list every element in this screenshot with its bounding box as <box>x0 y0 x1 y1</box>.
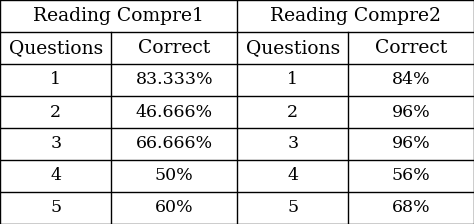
Text: 2: 2 <box>50 103 61 121</box>
Text: Reading Compre1: Reading Compre1 <box>33 7 204 25</box>
Text: 96%: 96% <box>392 103 430 121</box>
Text: 46.666%: 46.666% <box>136 103 213 121</box>
Text: 3: 3 <box>50 136 61 153</box>
Text: 3: 3 <box>287 136 298 153</box>
Text: 5: 5 <box>50 200 61 217</box>
Text: Correct: Correct <box>138 39 210 57</box>
Text: 84%: 84% <box>392 71 430 88</box>
Text: Reading Compre2: Reading Compre2 <box>270 7 441 25</box>
Text: 66.666%: 66.666% <box>136 136 213 153</box>
Text: 4: 4 <box>50 168 61 185</box>
Text: 50%: 50% <box>155 168 193 185</box>
Text: Questions: Questions <box>9 39 103 57</box>
Text: 83.333%: 83.333% <box>136 71 213 88</box>
Text: Correct: Correct <box>375 39 447 57</box>
Text: 2: 2 <box>287 103 298 121</box>
Text: 68%: 68% <box>392 200 430 217</box>
Text: 96%: 96% <box>392 136 430 153</box>
Text: 1: 1 <box>287 71 298 88</box>
Text: 5: 5 <box>287 200 298 217</box>
Text: 56%: 56% <box>392 168 430 185</box>
Text: Questions: Questions <box>246 39 340 57</box>
Text: 1: 1 <box>50 71 61 88</box>
Text: 4: 4 <box>287 168 298 185</box>
Text: 60%: 60% <box>155 200 193 217</box>
